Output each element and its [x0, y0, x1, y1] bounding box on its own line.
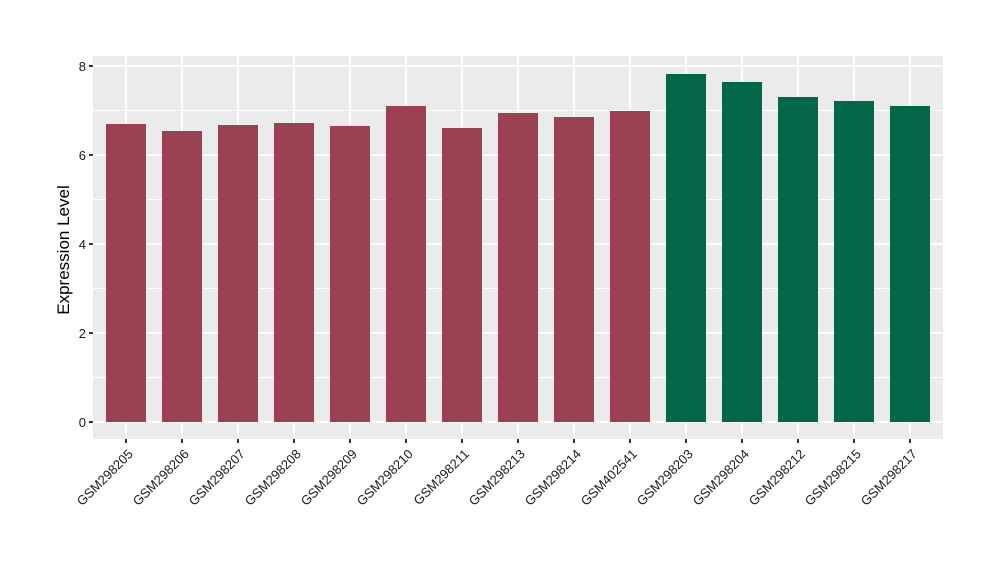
x-tick-mark	[685, 439, 687, 443]
x-tick-label: GSM298205	[73, 446, 136, 509]
x-tick-mark	[461, 439, 463, 443]
x-tick-mark	[573, 439, 575, 443]
x-tick-label: GSM298207	[185, 446, 248, 509]
x-tick-mark	[853, 439, 855, 443]
x-tick-mark	[797, 439, 799, 443]
y-tick-label: 4	[78, 236, 86, 252]
y-tick-label: 8	[78, 58, 86, 74]
x-tick-label: GSM298209	[297, 446, 360, 509]
plot-panel	[93, 56, 943, 439]
x-tick-label: GSM298214	[521, 446, 584, 509]
x-tick-mark	[909, 439, 911, 443]
x-tick-mark	[629, 439, 631, 443]
y-tick-mark	[89, 65, 93, 67]
x-tick-mark	[293, 439, 295, 443]
x-tick-label: GSM298204	[689, 446, 752, 509]
y-tick-mark	[89, 421, 93, 423]
x-tick-mark	[517, 439, 519, 443]
x-tick-label: GSM298217	[857, 446, 920, 509]
y-tick-mark	[89, 154, 93, 156]
x-tick-label: GSM298208	[241, 446, 304, 509]
x-tick-mark	[405, 439, 407, 443]
bar-GSM298212	[777, 96, 818, 422]
bar-GSM298205	[105, 123, 146, 422]
bar-GSM298208	[273, 122, 314, 422]
x-tick-label: GSM298210	[353, 446, 416, 509]
y-tick-label: 2	[78, 325, 86, 341]
bar-GSM298214	[553, 117, 594, 422]
x-tick-label: GSM298215	[801, 446, 864, 509]
x-tick-label: GSM298206	[129, 446, 192, 509]
bar-GSM402541	[609, 111, 650, 422]
x-tick-label: GSM298213	[465, 446, 528, 509]
y-axis-title: Expression Level	[54, 185, 73, 315]
x-tick-label: GSM402541	[577, 446, 640, 509]
bar-GSM298206	[161, 130, 202, 422]
bar-GSM298209	[329, 126, 370, 422]
y-tick-label: 0	[78, 414, 86, 430]
y-tick-mark	[89, 332, 93, 334]
bar-GSM298207	[217, 124, 258, 422]
y-tick-mark	[89, 243, 93, 245]
bar-GSM298213	[497, 112, 538, 422]
x-tick-label: GSM298203	[633, 446, 696, 509]
x-tick-mark	[349, 439, 351, 443]
bar-GSM298210	[385, 106, 426, 422]
x-tick-label: GSM298211	[410, 446, 472, 508]
bar-GSM298203	[665, 74, 706, 422]
x-tick-mark	[237, 439, 239, 443]
x-tick-label: GSM298212	[745, 446, 808, 509]
y-tick-label: 6	[78, 147, 86, 163]
bar-GSM298215	[833, 101, 874, 422]
bar-GSM298217	[889, 106, 930, 422]
bar-GSM298211	[441, 127, 482, 422]
x-tick-mark	[125, 439, 127, 443]
x-tick-mark	[741, 439, 743, 443]
x-tick-mark	[181, 439, 183, 443]
bar-GSM298204	[721, 82, 762, 422]
